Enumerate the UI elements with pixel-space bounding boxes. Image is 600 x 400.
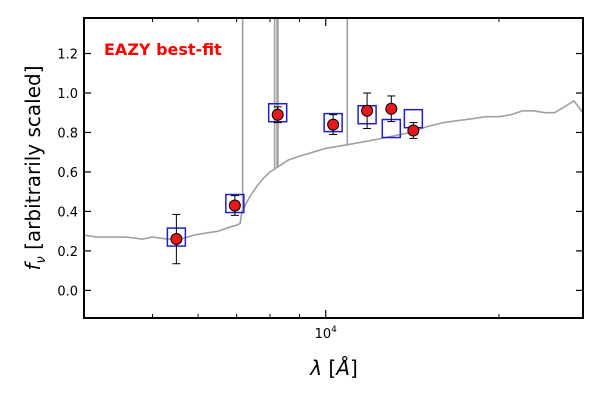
x-axis-label: λ [Å] [309,356,358,380]
plot-background [84,18,583,318]
axis-ticks: 0.0 0.2 0.4 0.6 0.8 1.0 1.2 104 [57,18,583,342]
y-tick-label: 1.2 [57,48,78,63]
observed-point [170,233,183,246]
plot-frame [83,17,584,319]
observed-point [407,124,420,137]
observed-point [228,199,241,212]
x-tick-label: 104 [315,325,338,342]
model-spectrum-line [84,99,583,240]
y-axis-label: fν [arbitrarily scaled] [21,65,49,270]
y-tick-label: 0.8 [57,126,78,141]
model-spectrum-layer [84,18,583,240]
y-tick-label: 0.0 [57,284,78,299]
y-tick-label: 0.4 [57,205,78,220]
y-tick-label: 1.0 [57,87,78,102]
y-tick-label: 0.2 [57,245,78,260]
y-tick-label: 0.6 [57,166,78,181]
observed-point [271,108,284,121]
observed-point [361,104,374,117]
fit-annotation: EAZY best-fit [104,40,222,59]
observed-point [327,118,340,131]
photometry-layer [166,92,424,265]
observed-point [385,102,398,115]
